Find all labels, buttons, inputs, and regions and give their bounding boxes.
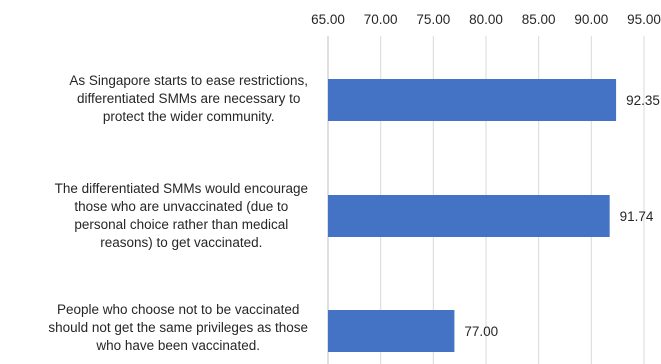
x-tick-label: 65.00 (311, 12, 345, 27)
data-labels: 92.35 91.74 77.00 (464, 93, 659, 339)
x-tick-label: 85.00 (522, 12, 556, 27)
bar (328, 195, 610, 237)
x-tick-label: 90.00 (574, 12, 608, 27)
category-label-1: As Singapore starts to ease restrictions… (69, 73, 308, 124)
bars (328, 79, 617, 352)
data-label: 92.35 (626, 93, 660, 108)
category-label-2: The differentiated SMMs would encourage … (54, 181, 308, 250)
x-tick-label: 75.00 (416, 12, 450, 27)
category-label-3: People who choose not to be vaccinated s… (48, 302, 308, 353)
x-tick-label: 95.00 (627, 12, 661, 27)
bar (328, 310, 455, 352)
x-axis-ticks: 65.00 70.00 75.00 80.00 85.00 90.00 95.00 (311, 12, 661, 27)
data-label: 91.74 (620, 209, 654, 224)
x-tick-label: 70.00 (364, 12, 398, 27)
bar (328, 79, 617, 121)
data-label: 77.00 (464, 324, 498, 339)
x-tick-label: 80.00 (469, 12, 503, 27)
